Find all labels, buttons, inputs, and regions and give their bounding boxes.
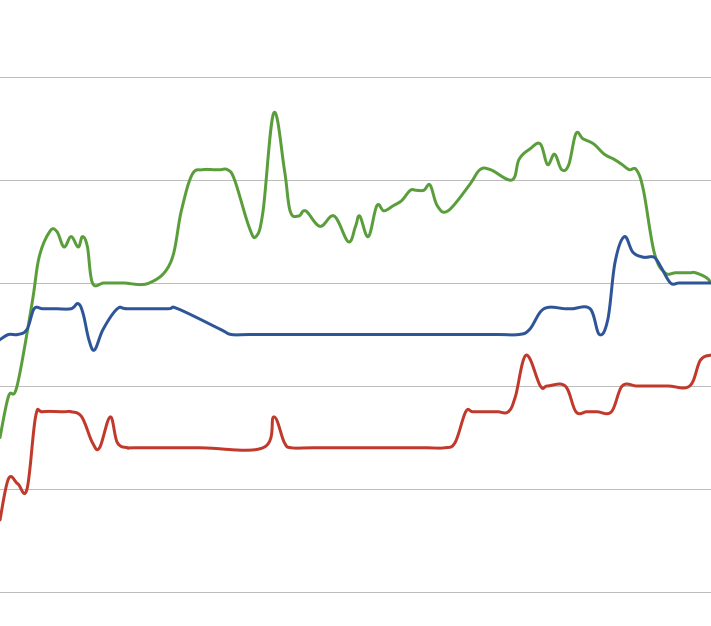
series-line-1 xyxy=(0,235,711,352)
series-line-2 xyxy=(0,353,711,522)
series-lines xyxy=(0,110,711,522)
series-line-0 xyxy=(0,110,711,439)
